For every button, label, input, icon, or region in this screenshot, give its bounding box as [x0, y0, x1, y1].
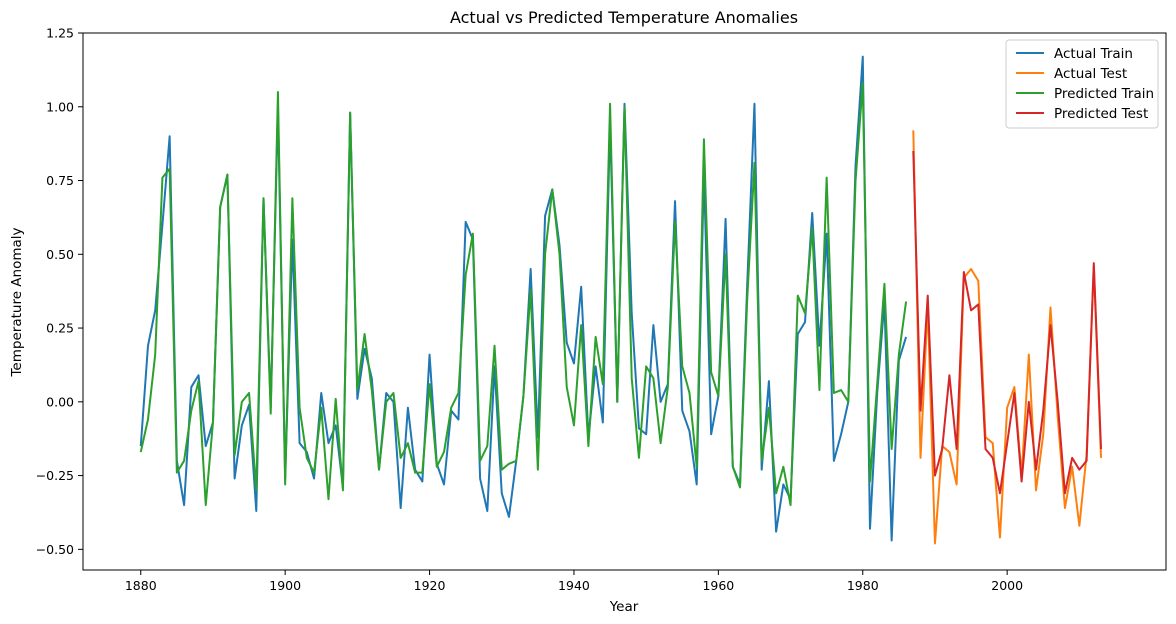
- legend-entry: Predicted Train: [1054, 86, 1154, 102]
- plot-frame: [82, 32, 1167, 571]
- x-tick-label: 1920: [414, 578, 446, 593]
- plot-area: [139, 55, 1103, 545]
- legend-box: [1005, 39, 1159, 129]
- legend: Actual Train Actual Test Predicted Train Pr…: [1005, 39, 1159, 129]
- legend-entry: Actual Test: [1054, 66, 1127, 82]
- chart-title: Actual vs Predicted Temperature Anomalie…: [450, 8, 798, 27]
- y-axis-label: Temperature Anomaly: [9, 227, 25, 377]
- y-tick-label: 0.25: [46, 321, 74, 336]
- x-tick-label: 1940: [558, 578, 590, 593]
- legend-entry: Actual Train: [1054, 46, 1133, 62]
- legend-entry: Predicted Test: [1054, 106, 1148, 122]
- series-line-predicted-train: [139, 82, 908, 507]
- series-line-predicted-test: [912, 150, 1103, 495]
- y-tick-label: −0.50: [36, 542, 74, 557]
- x-tick-label: 2000: [991, 578, 1023, 593]
- y-tick-label: 1.25: [46, 26, 74, 41]
- y-tick-label: 0.75: [46, 173, 74, 188]
- y-tick-label: 1.00: [46, 99, 74, 114]
- x-tick-label: 1980: [847, 578, 879, 593]
- y-tick-label: 0.00: [46, 394, 74, 409]
- x-axis-label: Year: [609, 599, 639, 615]
- y-tick-label: 0.50: [46, 247, 74, 262]
- x-tick-label: 1900: [269, 578, 301, 593]
- y-tick-label: −0.25: [36, 468, 74, 483]
- series-line-actual-test: [912, 130, 1103, 545]
- x-tick-label: 1960: [702, 578, 734, 593]
- x-tick-label: 1880: [125, 578, 157, 593]
- axes: 1880 1900 1920 1940 1960 1980 2000 −0.50 −0.25 0.…: [36, 26, 1167, 593]
